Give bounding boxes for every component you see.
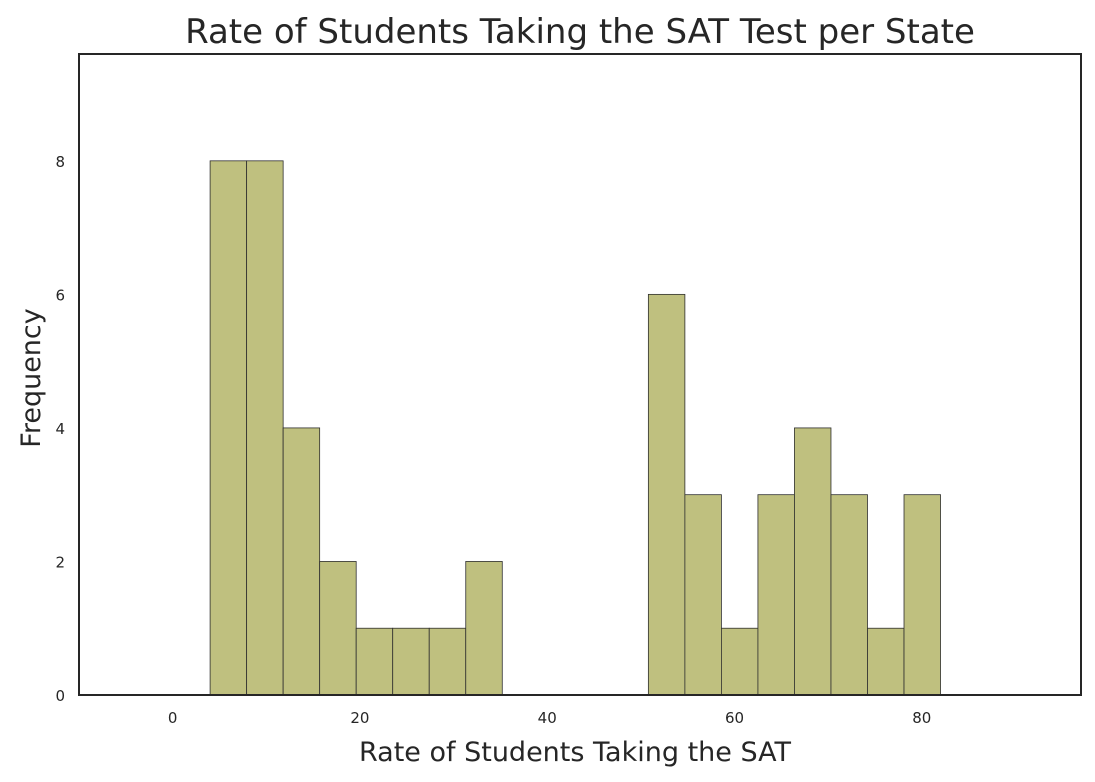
histogram-bar: [867, 627, 905, 696]
histogram-bar: [282, 427, 321, 696]
histogram-bar: [757, 494, 795, 696]
histogram-bar: [465, 561, 503, 696]
histogram-bar: [903, 494, 941, 696]
plot-area: [78, 53, 1082, 696]
histogram-bar: [392, 627, 430, 696]
y-tick-label: 4: [55, 420, 65, 438]
y-tick-label: 0: [55, 687, 65, 705]
y-axis-label: Frequency: [16, 308, 47, 448]
histogram-bar: [647, 293, 686, 696]
bars-layer: [209, 160, 941, 696]
x-axis-label: Rate of Students Taking the SAT: [359, 737, 791, 768]
y-tick-label: 2: [55, 553, 65, 571]
histogram-bar: [246, 160, 284, 696]
y-tick-labels: 0 2 4 6 8: [55, 153, 65, 705]
x-tick-label: 40: [538, 709, 557, 727]
histogram-bar: [319, 561, 357, 696]
histogram-bar: [209, 160, 248, 696]
chart-title: Rate of Students Taking the SAT Test per…: [185, 12, 975, 52]
x-tick-label: 60: [725, 709, 744, 727]
histogram-bar: [428, 627, 467, 696]
histogram-bar: [721, 627, 759, 696]
histogram-bar: [355, 627, 394, 696]
histogram-bar: [684, 494, 722, 696]
histogram-bar: [830, 494, 868, 696]
x-tick-label: 80: [912, 709, 931, 727]
y-tick-label: 6: [55, 286, 65, 304]
x-tick-labels: 0 20 40 60 80: [168, 709, 931, 727]
histogram-bar: [794, 427, 832, 696]
y-tick-label: 8: [55, 153, 65, 171]
x-tick-label: 20: [350, 709, 369, 727]
x-tick-label: 0: [168, 709, 178, 727]
